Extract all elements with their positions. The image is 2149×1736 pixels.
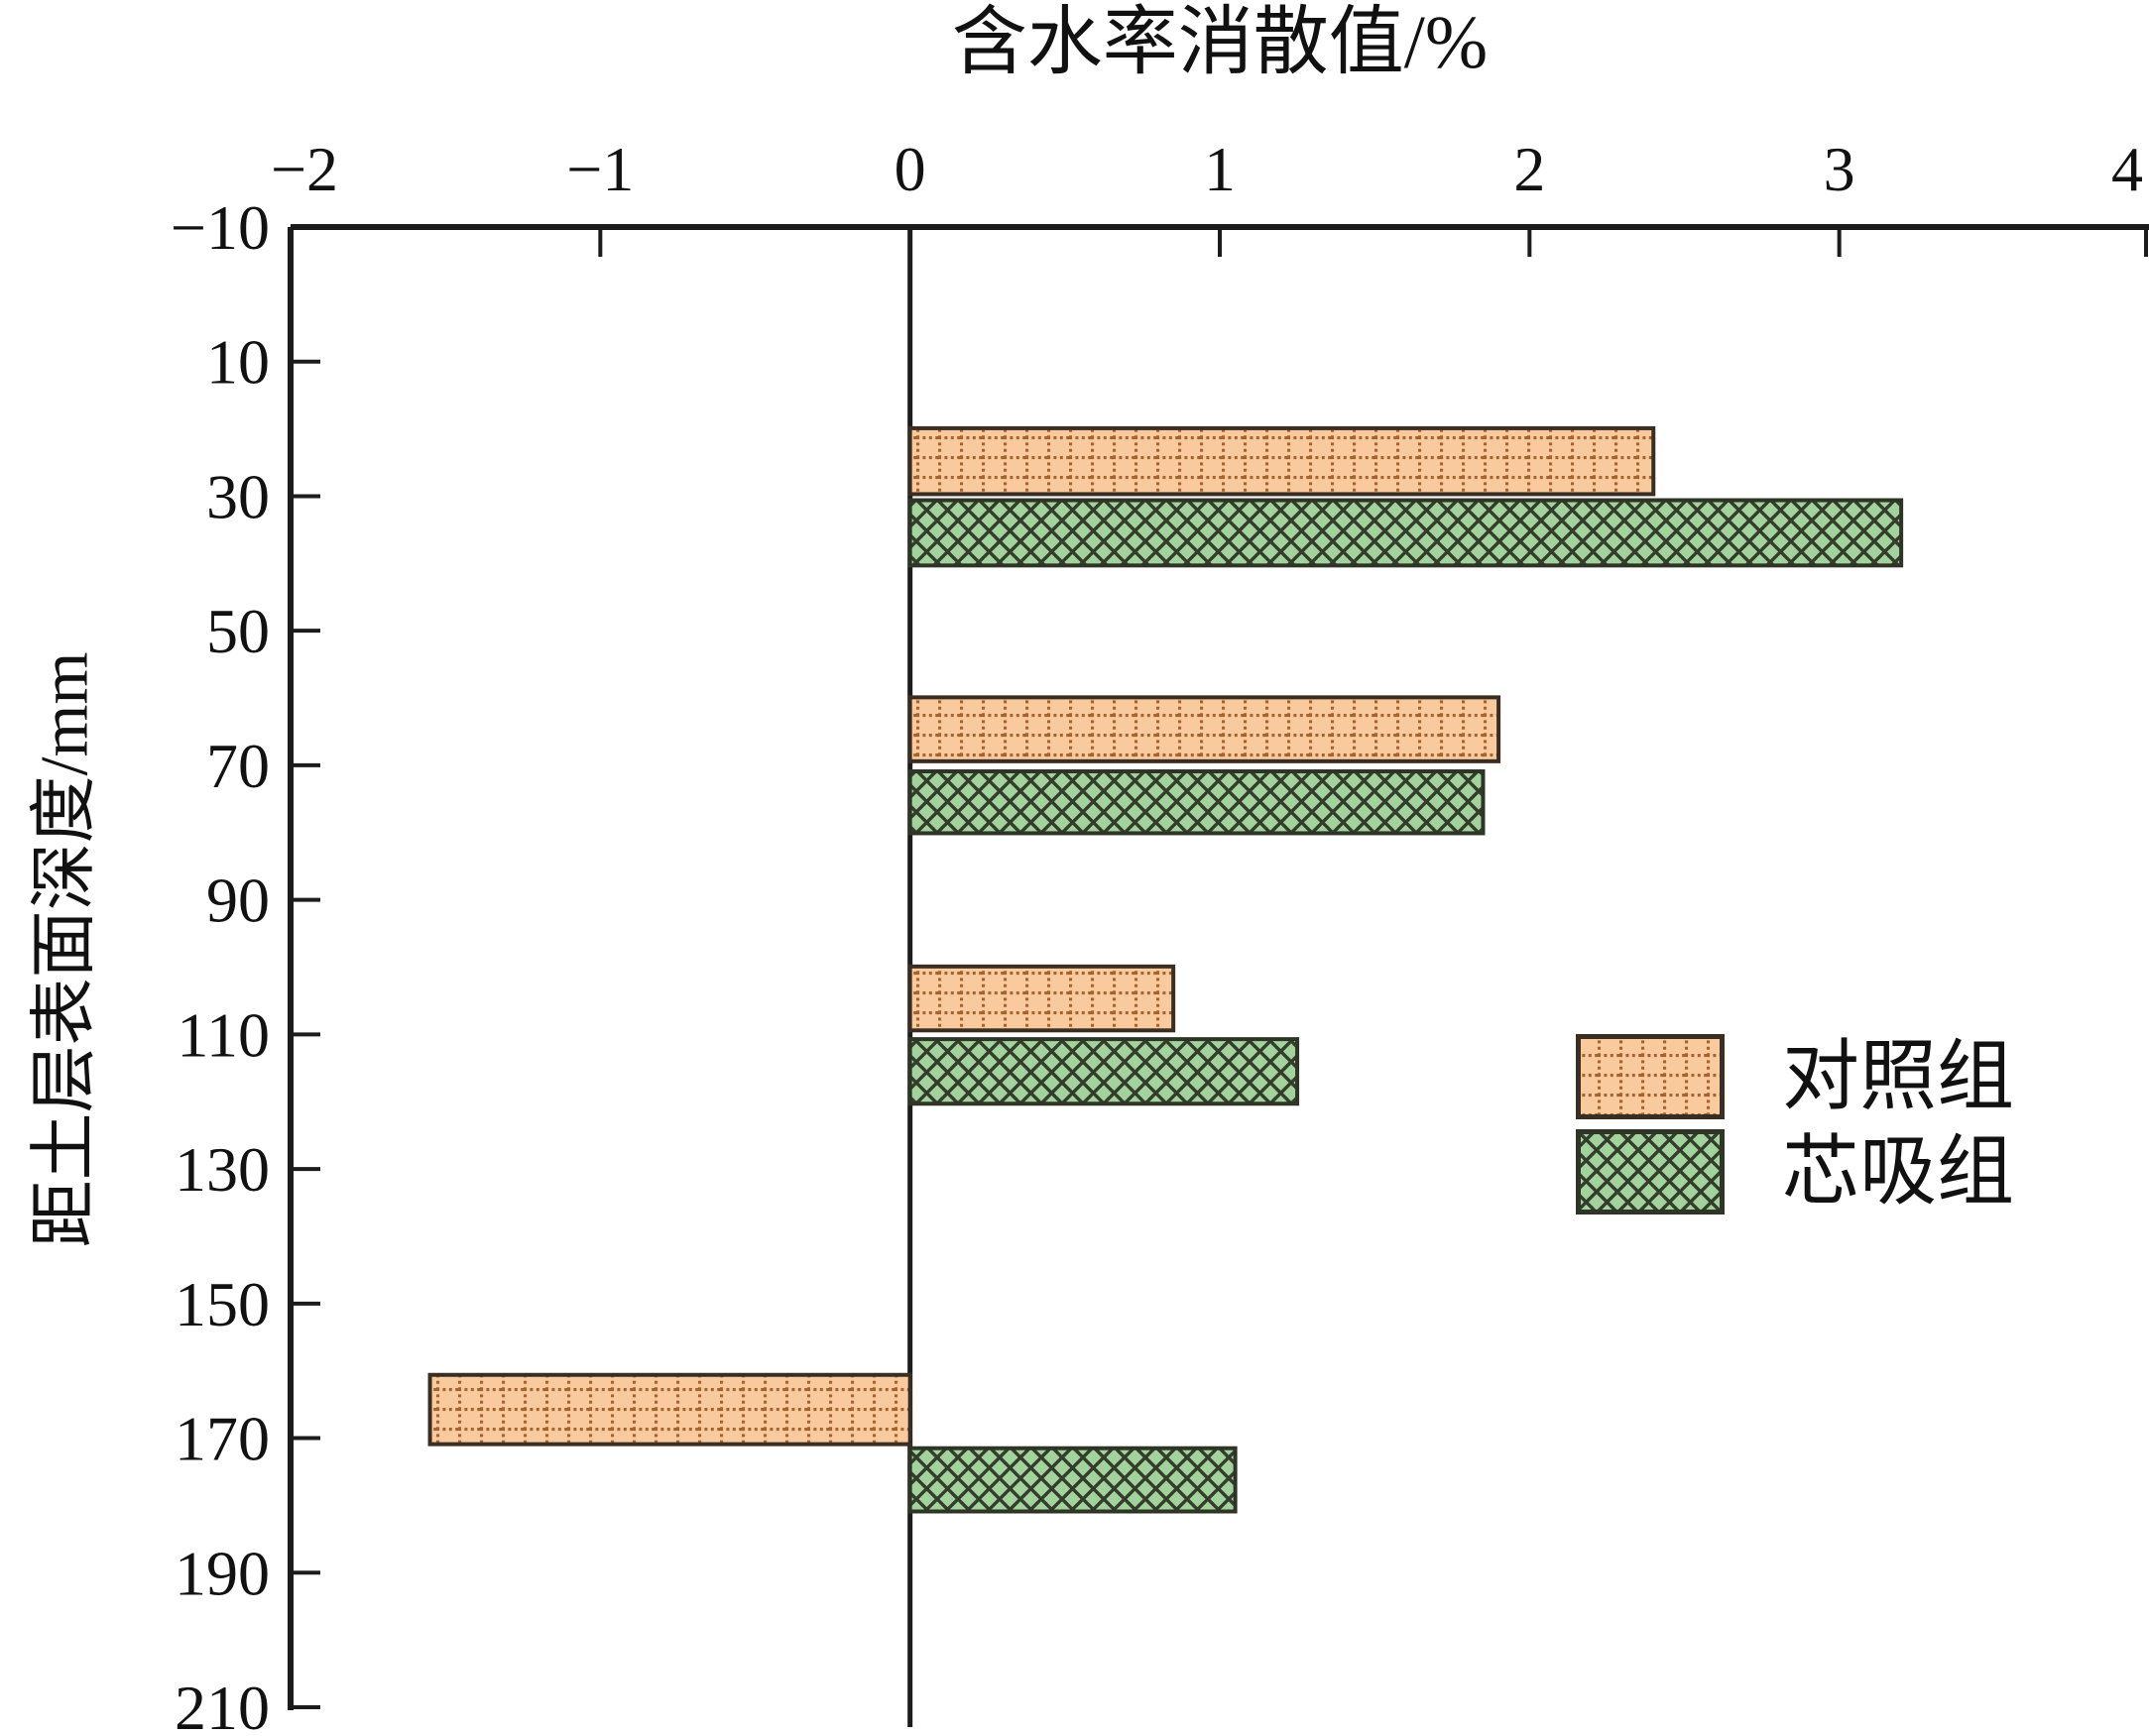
y-axis-title: 距土层表面深度/mm <box>26 651 102 1248</box>
y-tick-label: 170 <box>175 1404 270 1474</box>
bar-control <box>427 1372 912 1447</box>
x-tick-label: 2 <box>1513 134 1545 204</box>
y-tick-label: 130 <box>175 1134 270 1205</box>
legend-item-wicking: 芯吸组 <box>1576 1129 2014 1215</box>
bars <box>427 425 1904 1514</box>
x-tick-label: 0 <box>895 134 926 204</box>
y-tick-label: 10 <box>206 327 270 398</box>
legend: 对照组 芯吸组 <box>1576 1034 2014 1224</box>
y-tick-label: 150 <box>175 1269 270 1339</box>
bar-wicking <box>907 498 1904 568</box>
chart-title: 含水率消散值/% <box>951 1 1489 84</box>
y-tick-label: −10 <box>171 192 270 263</box>
bar-control <box>907 964 1176 1033</box>
legend-swatch-control <box>1576 1034 1725 1119</box>
legend-item-control: 对照组 <box>1576 1034 2014 1119</box>
y-tick-label: 50 <box>206 596 270 666</box>
y-tick-label: 190 <box>175 1538 270 1608</box>
y-tick-label: 30 <box>206 461 270 531</box>
legend-swatch-wicking <box>1576 1129 1725 1215</box>
x-tick-label: 1 <box>1204 134 1236 204</box>
y-tick-label: 90 <box>206 866 270 936</box>
x-tick-label: −1 <box>566 134 634 204</box>
bar-control <box>907 695 1501 763</box>
y-tick-label: 110 <box>177 999 270 1070</box>
x-tick-label: 4 <box>2111 134 2143 204</box>
bar-wicking <box>907 769 1486 836</box>
bar-wicking <box>907 1446 1238 1514</box>
x-tick-label: −2 <box>271 134 338 204</box>
legend-label-control: 对照组 <box>1782 1033 2015 1119</box>
y-tick-label: 70 <box>206 731 270 801</box>
bar-control <box>907 425 1656 497</box>
x-tick-label: 3 <box>1824 134 1855 204</box>
bar-wicking <box>907 1037 1300 1106</box>
y-tick-label: 210 <box>175 1673 270 1736</box>
legend-label-wicking: 芯吸组 <box>1782 1128 2015 1215</box>
